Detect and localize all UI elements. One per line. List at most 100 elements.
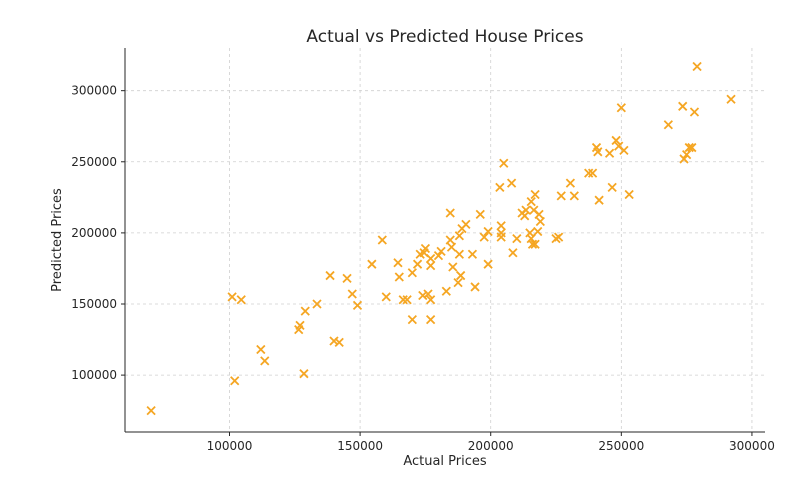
data-point [454,231,465,241]
data-point [412,259,423,269]
data-point [425,260,436,271]
data-point [479,232,489,242]
data-point [381,292,391,302]
data-point [684,142,694,153]
data-point [530,189,540,200]
y-tick-label: 300000 [71,84,117,98]
data-point [453,278,463,288]
data-point [508,248,518,258]
x-tick-label: 100000 [207,439,253,453]
data-point [512,233,522,244]
data-point [692,61,702,72]
data-point [300,306,310,316]
data-point [448,262,458,272]
data-point [420,243,431,254]
data-point [236,295,246,305]
data-point [679,154,689,164]
data-point [689,107,700,117]
data-point [533,226,543,237]
data-point [334,337,344,348]
data-point [433,251,444,261]
grid [125,48,765,432]
data-point [534,209,544,220]
data-point [423,289,433,299]
data-point [556,191,566,201]
data-point [312,299,322,309]
data-point [587,168,598,178]
data-point [619,145,629,156]
data-point [499,158,509,168]
data-point [526,196,536,207]
data-point [445,235,455,245]
data-point [687,142,697,153]
data-point [624,189,634,200]
x-tick-label: 200000 [468,439,514,453]
data-point [325,270,335,281]
data-point [329,336,339,346]
data-point [483,259,493,269]
data-point [256,344,266,355]
y-tick-label: 250000 [71,155,117,169]
chart-title: Actual vs Predicted House Prices [306,27,583,47]
data-point [616,103,626,113]
data-point [607,182,617,193]
data-point [495,182,505,193]
data-point [604,148,615,158]
data-point [394,272,404,282]
data-point [584,168,594,178]
data-point [393,258,403,268]
y-tick-label: 200000 [71,226,117,240]
data-point [227,292,237,302]
data-point [425,315,436,325]
data-point [352,300,363,311]
data-point [470,282,480,292]
data-point [425,295,436,305]
y-tick-label: 100000 [71,368,117,382]
data-point [506,178,517,188]
data-point [230,376,240,386]
data-point [367,259,377,269]
data-point [527,239,538,249]
data-point [377,235,387,245]
data-point [461,219,471,229]
data-point [594,195,604,205]
data-point [445,208,455,218]
data-point [483,226,493,237]
data-point [496,232,506,242]
data-point [535,216,545,227]
data-point [299,369,309,379]
data-point [295,320,305,330]
y-tick-label: 150000 [71,297,117,311]
data-point [611,135,621,146]
data-point [398,295,408,305]
data-points [146,61,736,416]
data-point [530,239,540,249]
data-point [681,150,692,160]
data-point [456,270,466,281]
y-axis-label: Predicted Prices [50,188,65,292]
axes [124,48,765,433]
x-ticks: 100000 150000 200000 250000 300000 [207,432,775,453]
data-point [593,147,603,157]
data-point [678,101,688,111]
data-point [407,268,417,278]
data-point [553,232,564,242]
x-axis-label: Actual Prices [403,454,487,469]
data-point [342,273,352,284]
data-point [454,249,465,259]
data-point [467,249,478,259]
data-point [565,178,576,188]
data-point [425,253,436,264]
data-point [407,315,417,325]
y-ticks: 100000 150000 200000 250000 300000 [71,84,125,382]
x-tick-label: 150000 [337,439,383,453]
data-point [446,242,457,252]
data-point [726,94,736,104]
data-point [418,290,428,301]
data-point [663,120,673,130]
data-point [496,221,506,231]
data-point [569,191,579,201]
data-point [436,246,446,257]
data-point [347,289,357,299]
